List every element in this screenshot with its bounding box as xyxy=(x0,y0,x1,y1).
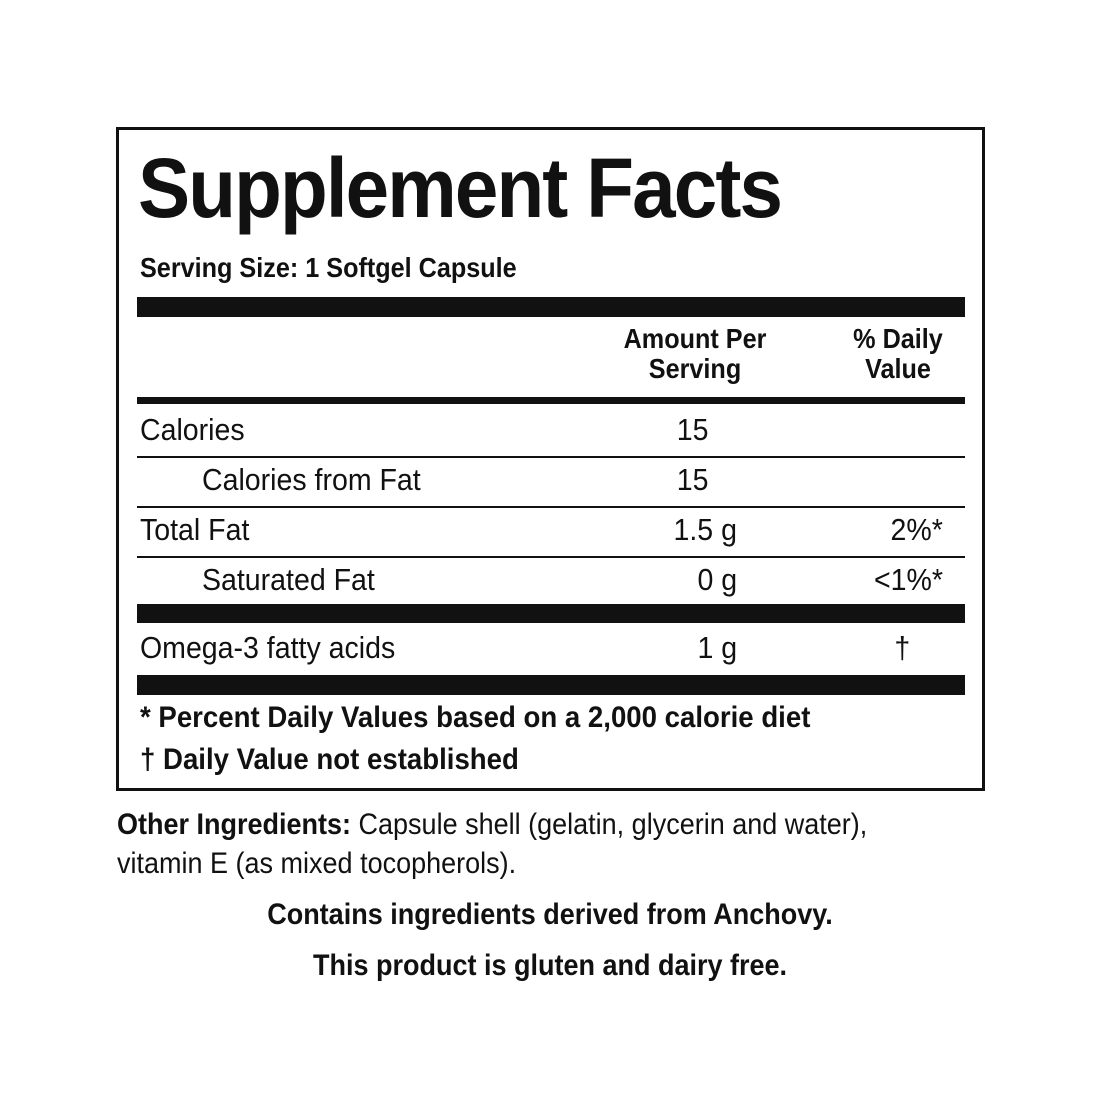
row-divider xyxy=(137,456,965,458)
serving-size: Serving Size: 1 Softgel Capsule xyxy=(140,252,517,283)
other-ingredients-label: Other Ingredients: xyxy=(117,808,352,841)
amount-header-line2: Serving xyxy=(648,353,742,384)
row-divider xyxy=(137,506,965,508)
footnote-dv-not-established: † Daily Value not established xyxy=(140,743,519,776)
other-ingredients: Other Ingredients: Capsule shell (gelati… xyxy=(117,808,867,842)
row-dv-total-fat: 2%* xyxy=(890,512,943,547)
other-ingredients-continued: vitamin E (as mixed tocopherols). xyxy=(117,847,517,880)
row-label-calories-from-fat: Calories from Fat xyxy=(202,462,421,497)
row-label-total-fat: Total Fat xyxy=(140,512,250,547)
thick-divider xyxy=(137,604,965,623)
dv-header-line1: % Daily xyxy=(853,323,943,354)
row-label-calories: Calories xyxy=(140,412,245,447)
row-divider xyxy=(137,556,965,558)
dv-header: % Daily Value xyxy=(826,324,970,384)
row-amount-saturated-fat: 0 g xyxy=(697,562,737,597)
panel-title: Supplement Facts xyxy=(138,141,783,235)
row-label-omega-3: Omega-3 fatty acids xyxy=(140,630,396,665)
row-amount-calories-from-fat: 15 xyxy=(676,462,708,497)
dv-header-line2: Value xyxy=(865,353,931,384)
amount-header: Amount Per Serving xyxy=(605,324,785,384)
thick-divider xyxy=(137,675,965,695)
gluten-dairy-statement: This product is gluten and dairy free. xyxy=(312,949,788,982)
row-amount-total-fat: 1.5 g xyxy=(673,512,737,547)
other-ingredients-text: Capsule shell (gelatin, glycerin and wat… xyxy=(351,808,868,841)
amount-header-line1: Amount Per xyxy=(623,323,767,354)
row-dv-saturated-fat: <1%* xyxy=(874,562,943,597)
row-dv-omega-3: † xyxy=(894,630,910,665)
facts-panel-border xyxy=(116,127,985,791)
row-amount-omega-3: 1 g xyxy=(697,630,737,665)
thick-divider xyxy=(137,297,965,317)
row-label-saturated-fat: Saturated Fat xyxy=(202,562,375,597)
allergen-statement: Contains ingredients derived from Anchov… xyxy=(267,898,833,931)
medium-divider xyxy=(137,397,965,404)
footnote-percent-dv: * Percent Daily Values based on a 2,000 … xyxy=(140,701,811,734)
row-amount-calories: 15 xyxy=(676,412,708,447)
